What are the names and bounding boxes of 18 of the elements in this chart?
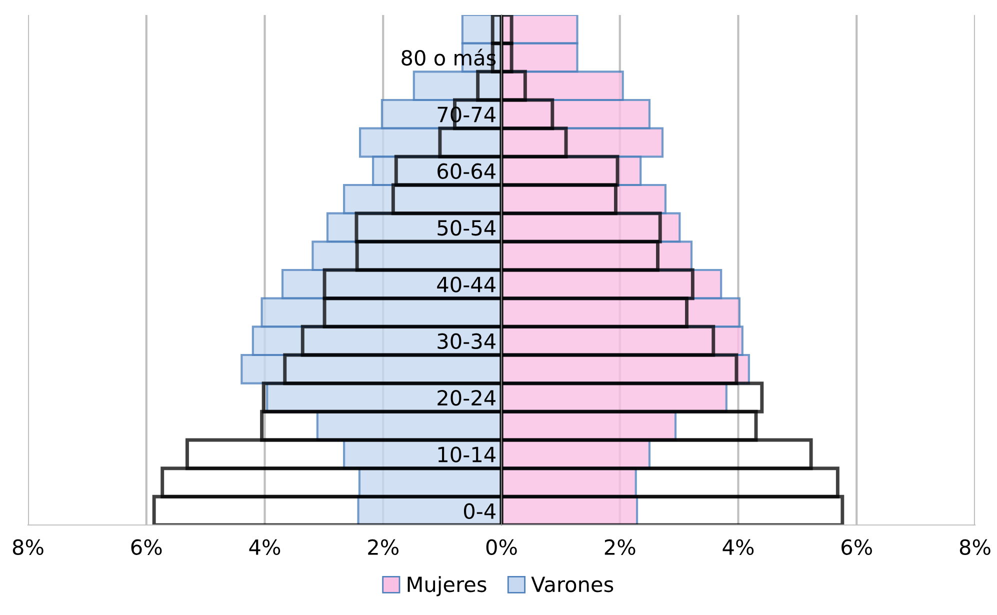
- y-tick-label: 40-44: [437, 276, 496, 292]
- x-tick-label: 2%: [604, 539, 636, 556]
- x-tick-label: 4%: [722, 539, 754, 556]
- x-tick-label: 6%: [131, 539, 162, 556]
- legend-label: Varones: [531, 576, 614, 592]
- y-tick-label: 50-54: [438, 220, 496, 236]
- x-tick-label: 0%: [486, 539, 517, 556]
- y-tick-label: 10-14: [438, 446, 496, 462]
- legend-label: Mujeres: [408, 576, 486, 596]
- y-tick-label: 0-4: [464, 503, 496, 520]
- y-tick-label: 20-24: [438, 390, 496, 406]
- x-tick-label: 4%: [249, 539, 280, 556]
- x-tick-label: 8%: [960, 539, 990, 556]
- y-tick-label: 60-64: [438, 163, 496, 180]
- x-tick-label: 8%: [12, 539, 44, 556]
- x-tick-label: 6%: [842, 539, 872, 556]
- x-tick-label: 2%: [368, 539, 398, 556]
- y-tick-label: 30-34: [438, 333, 496, 350]
